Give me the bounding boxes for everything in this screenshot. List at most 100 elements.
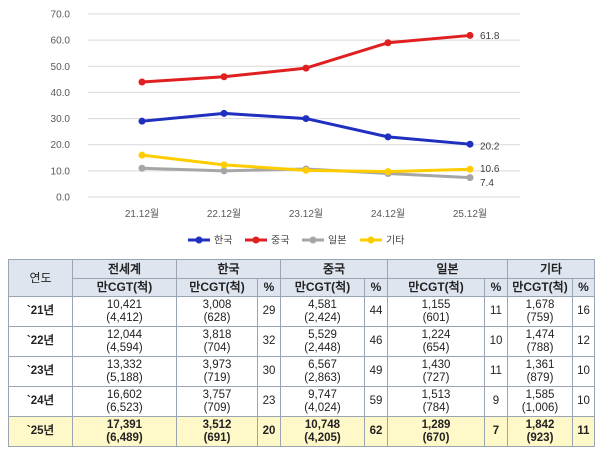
end-data-label: 61.8 (480, 31, 500, 42)
data-point (220, 167, 228, 175)
table-row: `21년 10,421 (4,412) 3,008 (628) 29 4,581 (2,424… (8, 296, 595, 327)
x-tick-label: 22.12월 (207, 208, 241, 220)
y-tick-label: 60.0 (51, 36, 71, 47)
y-tick-label: 30.0 (51, 114, 71, 125)
japan-pct: 9 (484, 386, 508, 417)
ship-count: (6,523) (106, 401, 143, 414)
data-point (466, 174, 474, 182)
cgt-value: 1,678 (525, 298, 555, 311)
cgt-value: 10,421 (106, 298, 143, 311)
ship-count: (2,424) (304, 311, 341, 324)
year-header: 연도 (8, 259, 73, 297)
end-data-label: 20.2 (480, 142, 500, 153)
china-pct: 59 (364, 386, 388, 417)
cgt-value: 5,529 (308, 328, 337, 341)
korea-pct: 23 (257, 386, 281, 417)
cgt-value: 4,581 (308, 298, 337, 311)
x-axis-ticks: 21.12월 22.12월 23.12월 24.12월 25.12월 (125, 208, 487, 220)
legend-label: 기타 (386, 235, 404, 247)
data-point (220, 109, 228, 117)
orderbook-share-table: 연도 전세계 한국 중국 일본 기타 만CGT(척) 만CGT(척) % 만CG… (8, 259, 595, 447)
data-point (302, 166, 310, 174)
cgt-value: 1,224 (421, 328, 451, 341)
table-row: `22년 12,044 (4,594) 3,818 (704) 32 5,529 (2,448… (8, 326, 595, 357)
china-pct: 62 (364, 416, 388, 447)
unit-header: 만CGT(척) (72, 278, 177, 297)
cgt-value: 1,155 (421, 298, 451, 311)
cgt-value: 6,567 (308, 358, 337, 371)
pct-header: % (257, 278, 281, 297)
other-pct: 10 (572, 356, 595, 387)
year-cell: `23년 (8, 356, 73, 387)
cgt-value: 16,602 (106, 388, 143, 401)
world-cell: 17,391 (6,489) (72, 416, 177, 447)
legend-marker (309, 236, 317, 244)
line-chart: 0.0 10.0 20.0 30.0 40.0 50.0 60.0 70.0 21.12월 22… (51, 10, 520, 247)
data-point (384, 39, 392, 47)
other-cell: 1,842 (923) (507, 416, 573, 447)
year-cell: `22년 (8, 326, 73, 357)
china-cell: 4,581 (2,424) (280, 296, 365, 327)
other-cell: 1,678 (759) (507, 296, 573, 327)
data-labels: 20.2 61.8 7.4 10.6 (480, 31, 500, 189)
ship-count: (879) (526, 371, 554, 384)
ship-count: (4,412) (106, 311, 143, 324)
data-point (466, 31, 474, 39)
group-header-korea: 한국 (176, 259, 281, 279)
cgt-value: 1,361 (525, 358, 555, 371)
ship-count: (4,594) (106, 341, 143, 354)
other-pct: 11 (572, 416, 595, 447)
data-point (384, 133, 392, 141)
world-cell: 16,602 (6,523) (72, 386, 177, 417)
legend-marker (195, 236, 203, 244)
data-point (384, 168, 392, 176)
ship-count: (670) (422, 431, 450, 444)
ship-count: (759) (526, 311, 554, 324)
legend-marker (367, 236, 375, 244)
japan-cell: 1,224 (654) (387, 326, 485, 357)
data-point (466, 165, 474, 173)
world-cell: 10,421 (4,412) (72, 296, 177, 327)
cgt-value: 1,289 (421, 418, 451, 431)
world-cell: 13,332 (5,188) (72, 356, 177, 387)
korea-pct: 29 (257, 296, 281, 327)
china-pct: 44 (364, 296, 388, 327)
japan-cell: 1,289 (670) (387, 416, 485, 447)
legend-marker (252, 236, 260, 244)
legend-label: 일본 (328, 235, 346, 247)
cgt-value: 3,973 (202, 358, 232, 371)
other-cell: 1,474 (788) (507, 326, 573, 357)
table-row: `23년 13,332 (5,188) 3,973 (719) 30 6,567 (2,863… (8, 356, 595, 387)
ship-count: (601) (422, 311, 450, 324)
ship-count: (727) (422, 371, 450, 384)
ship-count: (654) (422, 341, 450, 354)
ship-count: (4,024) (304, 401, 341, 414)
ship-count: (788) (526, 341, 554, 354)
china-cell: 9,747 (4,024) (280, 386, 365, 417)
other-cell: 1,361 (879) (507, 356, 573, 387)
korea-cell: 3,818 (704) (176, 326, 258, 357)
data-point (466, 140, 474, 148)
unit-header: 만CGT(척) (280, 278, 365, 297)
table-row: `25년 17,391 (6,489) 3,512 (691) 20 10,748 (4,20… (8, 416, 595, 447)
cgt-value: 1,474 (525, 328, 555, 341)
cgt-value: 12,044 (106, 328, 143, 341)
ship-count: (784) (422, 401, 450, 414)
ship-count: (704) (203, 341, 231, 354)
japan-pct: 7 (484, 416, 508, 447)
end-data-label: 7.4 (480, 178, 494, 189)
pct-header: % (364, 278, 388, 297)
group-header-world: 전세계 (72, 259, 177, 279)
china-cell: 5,529 (2,448) (280, 326, 365, 357)
japan-cell: 1,155 (601) (387, 296, 485, 327)
ship-count: (709) (203, 401, 231, 414)
group-header-china: 중국 (280, 259, 388, 279)
korea-pct: 32 (257, 326, 281, 357)
ship-count: (6,489) (106, 431, 143, 444)
japan-pct: 11 (484, 296, 508, 327)
group-header-other: 기타 (507, 259, 595, 279)
other-pct: 16 (572, 296, 595, 327)
y-tick-label: 0.0 (56, 193, 70, 204)
ship-count: (2,448) (304, 341, 341, 354)
other-pct: 10 (572, 386, 595, 417)
